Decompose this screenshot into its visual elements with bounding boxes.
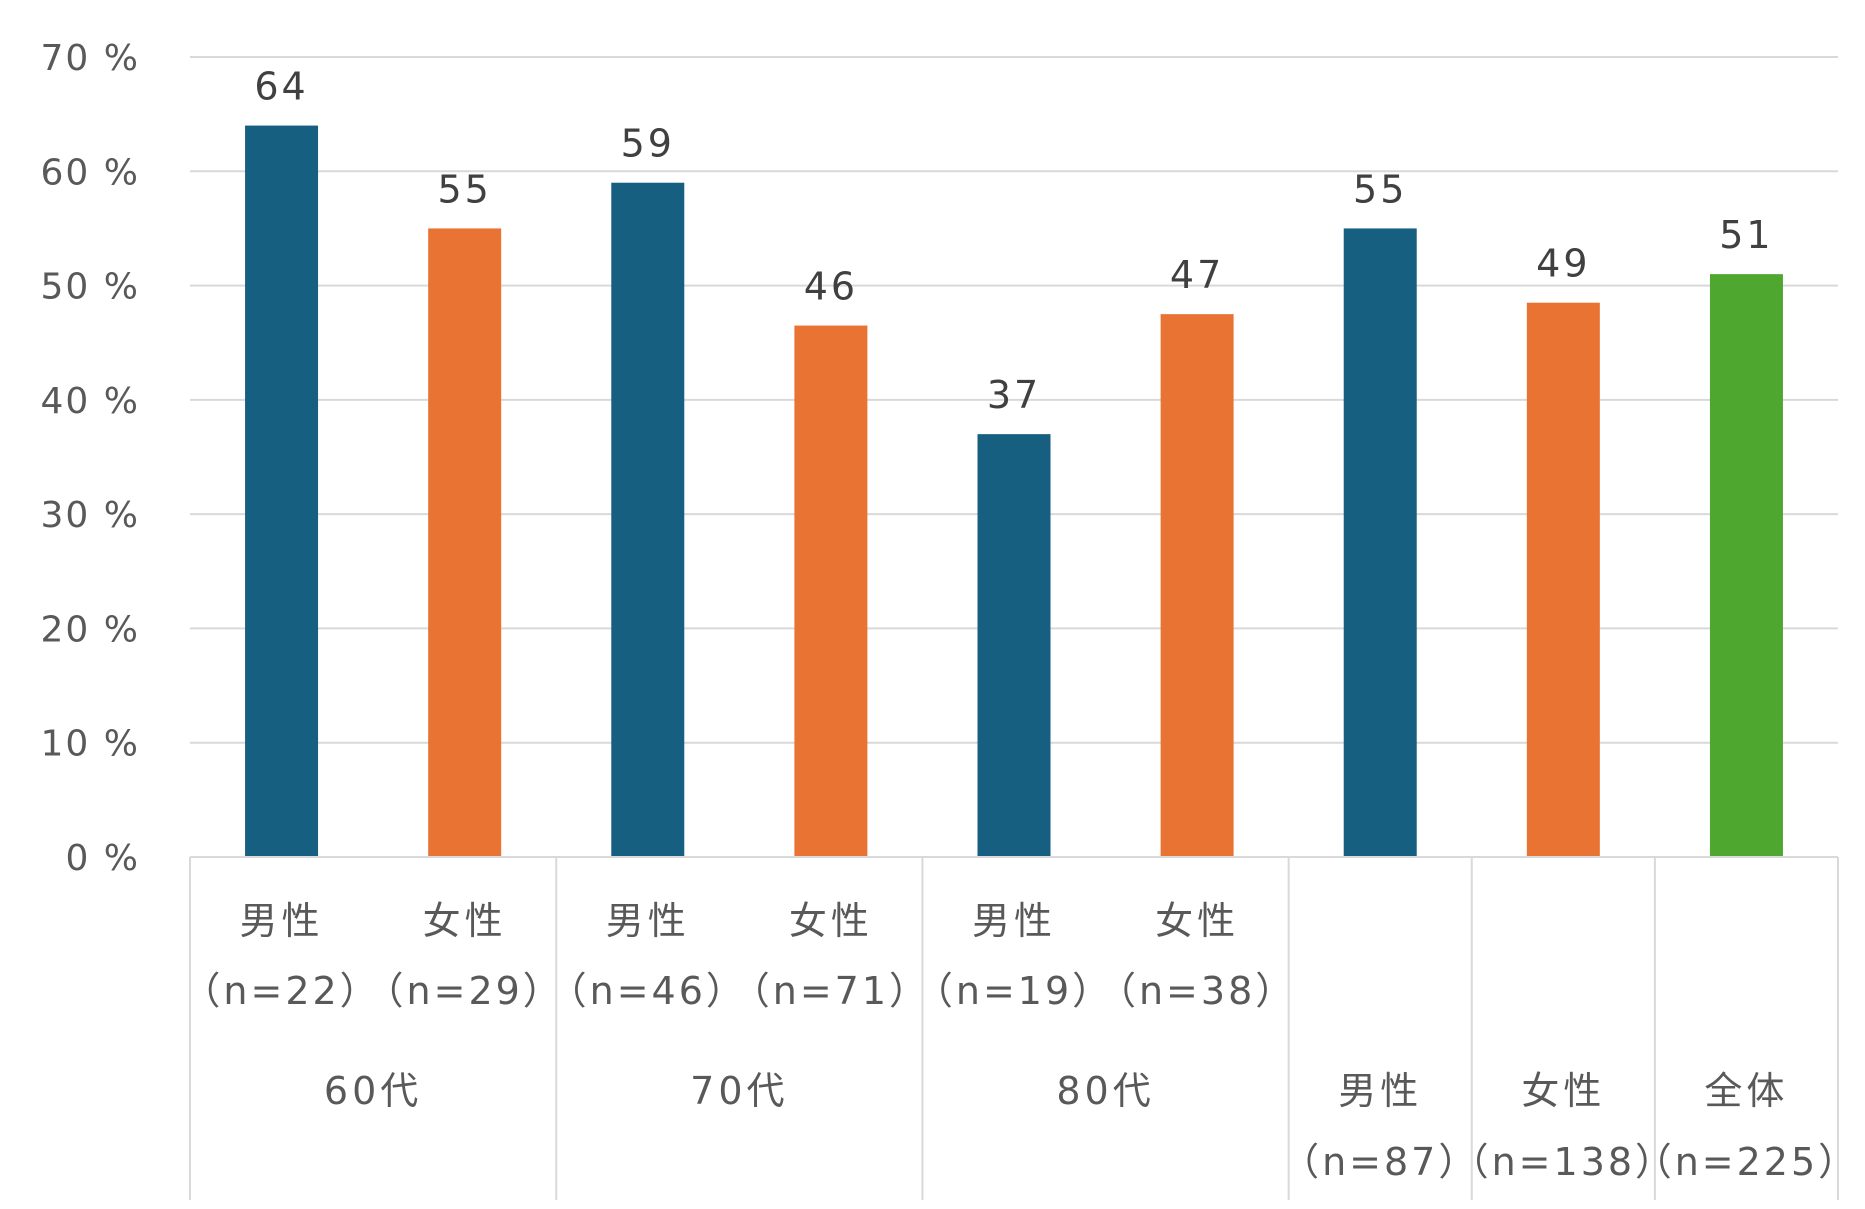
bars [245, 125, 1783, 858]
x-axis: 男性 （n=22） 女性 （n=29） 男性 （n=46） 女性 （n=71） 男性 （n=19）… [182, 856, 1859, 1200]
y-tick-label: 50 % [41, 267, 140, 308]
category-label: 女性 [423, 899, 507, 943]
data-label: 37 [987, 373, 1041, 417]
category-label: 男性 [972, 899, 1056, 943]
category-label: 男性 [240, 899, 324, 943]
y-axis: 0 % 10 % 20 % 30 % 40 % 50 % 60 % 70 % [41, 38, 140, 879]
category-label: 男性 [1338, 1069, 1422, 1113]
bar [245, 125, 319, 858]
category-sample-size: （n=22） [182, 969, 380, 1013]
category-sample-size: （n=71） [732, 969, 930, 1013]
category-label: 女性 [1521, 1069, 1605, 1113]
y-tick-label: 0 % [65, 838, 140, 879]
y-tick-label: 30 % [41, 495, 140, 536]
category-label: 女性 [1155, 899, 1239, 943]
y-tick-label: 60 % [41, 152, 140, 193]
category-label: 男性 [606, 899, 690, 943]
data-labels: 64 55 59 46 37 47 55 49 51 [254, 65, 1773, 418]
category-label: 女性 [789, 899, 873, 943]
data-label: 46 [804, 265, 858, 309]
category-sample-size: （n=38） [1098, 969, 1296, 1013]
data-label: 55 [1353, 167, 1407, 211]
bar [1160, 314, 1234, 858]
data-label: 55 [437, 167, 491, 211]
category-sample-size: （n=46） [549, 969, 747, 1013]
data-label: 49 [1536, 242, 1590, 286]
category-sample-size: （n=87） [1281, 1140, 1479, 1184]
bar [1526, 302, 1600, 857]
category-sample-size: （n=29） [366, 969, 564, 1013]
data-label: 51 [1719, 213, 1773, 257]
category-sample-size: （n=138） [1451, 1140, 1676, 1184]
data-label: 64 [254, 65, 308, 109]
bar [1343, 228, 1417, 857]
group-label: 80代 [1056, 1069, 1154, 1113]
y-tick-label: 70 % [41, 38, 140, 79]
category-sample-size: （n=225） [1634, 1140, 1859, 1184]
group-label: 70代 [690, 1069, 788, 1113]
y-tick-label: 40 % [41, 381, 140, 422]
data-label: 59 [621, 122, 675, 166]
y-tick-label: 20 % [41, 609, 140, 650]
y-tick-label: 10 % [41, 724, 140, 765]
bar [794, 325, 868, 858]
bar [428, 228, 502, 857]
bar [977, 434, 1051, 857]
category-label: 全体 [1704, 1069, 1788, 1113]
data-label: 47 [1170, 253, 1224, 297]
category-sample-size: （n=19） [915, 969, 1113, 1013]
bar [611, 182, 685, 857]
group-label: 60代 [324, 1069, 422, 1113]
bar [1709, 274, 1783, 858]
